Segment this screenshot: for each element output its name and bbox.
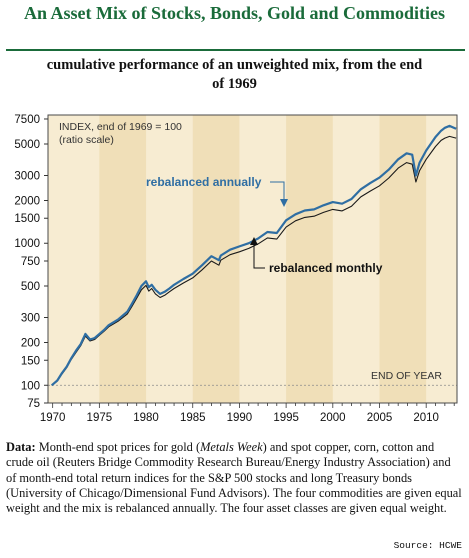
title-rule	[6, 49, 465, 51]
x-tick-label-1980: 1980	[133, 412, 159, 424]
band-1995	[286, 115, 333, 403]
y-tick-label-750: 750	[21, 256, 40, 268]
monthly-leader-line	[253, 240, 265, 269]
plot-frame	[47, 114, 458, 404]
annual-series-label: rebalanced annually	[146, 175, 262, 189]
subtitle-line-2: of 1969	[212, 76, 257, 92]
y-tick-label-150: 150	[21, 355, 40, 367]
x-tick-label-1975: 1975	[87, 412, 113, 424]
baseline-label: END OF YEAR	[371, 370, 442, 382]
x-tick-label-1995: 1995	[273, 412, 299, 424]
x-tick-label-1985: 1985	[180, 412, 206, 424]
y-axis: 75 100 150 200 300 500 750 1000 1500 2000 3000 5000…	[14, 114, 48, 410]
footnote-italic: Metals Week	[200, 440, 263, 454]
x-tick-label-2005: 2005	[367, 412, 393, 424]
subtitle-line-1: cumulative performance of an unweighted …	[46, 57, 423, 73]
monthly-annotation: rebalanced monthly	[250, 237, 383, 275]
chart-subtitle: cumulative performance of an unweighted …	[0, 56, 469, 94]
y-tick-label-2000: 2000	[14, 195, 40, 207]
y-tick-label-1000: 1000	[14, 238, 40, 250]
index-note-line-2: (ratio scale)	[59, 134, 114, 146]
x-axis: 1970 1975 1980 1985 1990 1995 2000 2005 2010	[40, 403, 455, 424]
annual-leader-line	[270, 181, 285, 204]
decade-bands	[48, 115, 457, 403]
y-tick-label-100: 100	[21, 380, 40, 392]
chart-title: An Asset Mix of Stocks, Bonds, Gold and …	[23, 3, 446, 23]
footnote-text-1: Month-end spot prices for gold (	[35, 440, 201, 454]
series-rebalanced-annually	[50, 124, 457, 387]
y-tick-label-300: 300	[21, 313, 40, 325]
y-tick-label-7500: 7500	[14, 114, 40, 126]
y-tick-label-1500: 1500	[14, 213, 40, 225]
index-note-line-1: INDEX, end of 1969 = 100	[59, 121, 182, 133]
y-tick-label-500: 500	[21, 281, 40, 293]
y-tick-label-5000: 5000	[14, 139, 40, 151]
source-credit: Source: HCWE	[393, 540, 462, 551]
band-1975	[99, 115, 147, 403]
y-tick-label-200: 200	[21, 338, 40, 350]
y-tick-label-3000: 3000	[14, 170, 40, 182]
monthly-arrowhead	[250, 237, 258, 245]
data-footnote: Data: Month-end spot prices for gold (Me…	[6, 440, 464, 516]
x-tick-label-1990: 1990	[227, 412, 253, 424]
x-tick-label-2000: 2000	[320, 412, 346, 424]
band-2005	[379, 115, 427, 403]
monthly-series-label: rebalanced monthly	[269, 261, 383, 275]
x-tick-label-2010: 2010	[413, 412, 439, 424]
annual-arrowhead	[280, 199, 288, 207]
x-tick-label-1970: 1970	[40, 412, 66, 424]
annual-annotation: rebalanced annually	[146, 175, 288, 207]
y-tick-label-75: 75	[27, 398, 40, 410]
footnote-label: Data:	[6, 440, 36, 454]
series-layer	[50, 124, 457, 387]
performance-chart: 75 100 150 200 300 500 750 1000 1500 2000 3000 5000…	[14, 114, 458, 424]
footnote-text-2: ) and spot copper, corn, cotton and crud…	[6, 440, 462, 516]
